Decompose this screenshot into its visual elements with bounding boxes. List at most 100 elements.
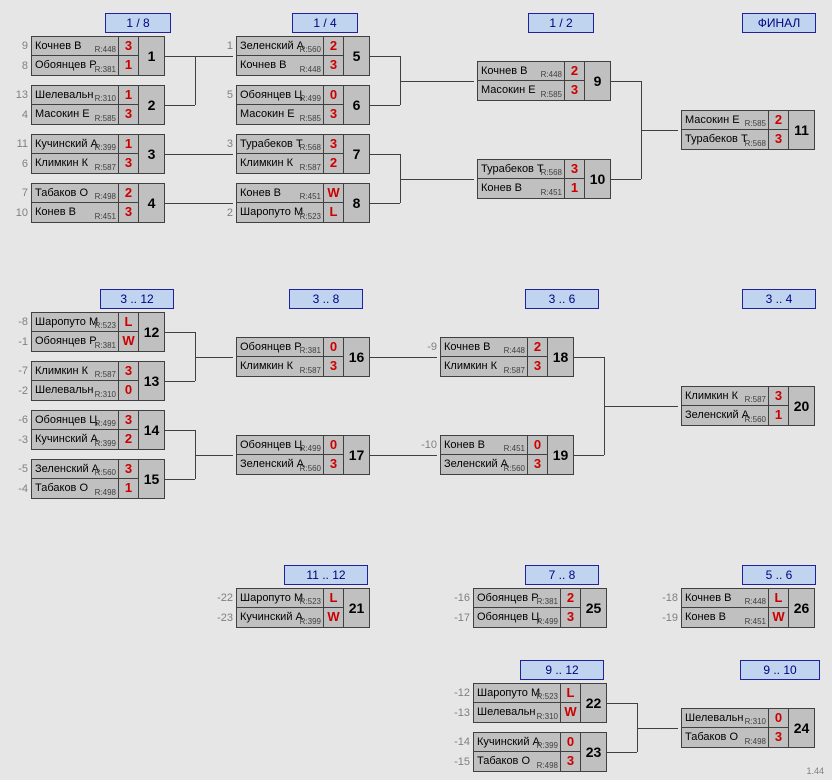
player-score: 3 — [565, 159, 585, 179]
player-rating: R:399 — [95, 144, 116, 152]
player-name: Обоянцев РR:381 — [31, 56, 119, 76]
seed — [215, 455, 236, 475]
player-name: Шаропуто МR:523 — [236, 588, 324, 608]
player-rating: R:499 — [537, 618, 558, 626]
match-7: 3Турабеков ТR:5683Климкин КR:58727 — [215, 134, 370, 174]
seed: -3 — [10, 430, 31, 450]
seed — [215, 154, 236, 174]
connector-line — [370, 56, 400, 57]
player-name: Кочнев ВR:448 — [440, 337, 528, 357]
match-number: 4 — [139, 183, 165, 223]
player-rating: R:587 — [300, 164, 321, 172]
player-rating: R:568 — [300, 144, 321, 152]
player-name: Зеленский АR:560 — [440, 455, 528, 475]
player-rating: R:498 — [745, 738, 766, 746]
match-number: 19 — [548, 435, 574, 475]
player-name: Масокин ЕR:585 — [681, 110, 769, 130]
player-score: 3 — [561, 608, 581, 628]
player-rating: R:451 — [541, 189, 562, 197]
player-score: 2 — [769, 110, 789, 130]
player-rating: R:568 — [541, 169, 562, 177]
player-rating: R:451 — [504, 445, 525, 453]
match-19: -10Конев ВR:4510Зеленский АR:560319 — [419, 435, 574, 475]
player-name: Шаропуто МR:523 — [236, 203, 324, 223]
player-name: Табаков ОR:498 — [681, 728, 769, 748]
connector-line — [607, 703, 637, 704]
player-score: 2 — [565, 61, 585, 81]
player-score: W — [119, 332, 139, 352]
match-number: 22 — [581, 683, 607, 723]
seed — [215, 183, 236, 203]
match-number: 1 — [139, 36, 165, 76]
player-score: L — [561, 683, 581, 703]
player-name: ШелевальнR:310 — [681, 708, 769, 728]
player-name: Кучинский АR:399 — [31, 430, 119, 450]
player-rating: R:448 — [300, 66, 321, 74]
player-name: Климкин КR:587 — [681, 386, 769, 406]
round-label: 7 .. 8 — [525, 565, 599, 585]
seed: -1 — [10, 332, 31, 352]
seed: -6 — [10, 410, 31, 430]
match-16: Обоянцев РR:3810Климкин КR:587316 — [215, 337, 370, 377]
player-name: Шаропуто МR:523 — [31, 312, 119, 332]
seed: 5 — [215, 85, 236, 105]
player-name: Конев ВR:451 — [477, 179, 565, 199]
match-number: 21 — [344, 588, 370, 628]
player-score: 3 — [119, 105, 139, 125]
round-label: 3 .. 6 — [525, 289, 599, 309]
match-15: -5Зеленский АR:5603-4Табаков ОR:498115 — [10, 459, 165, 499]
player-rating: R:381 — [537, 598, 558, 606]
match-number: 17 — [344, 435, 370, 475]
player-name: Кочнев ВR:448 — [236, 56, 324, 76]
player-score: 3 — [119, 361, 139, 381]
player-rating: R:399 — [300, 618, 321, 626]
player-rating: R:310 — [95, 391, 116, 399]
player-name: Обоянцев ЦR:499 — [31, 410, 119, 430]
player-name: Климкин КR:587 — [236, 154, 324, 174]
player-score: 3 — [324, 134, 344, 154]
seed: -5 — [10, 459, 31, 479]
player-score: 2 — [324, 36, 344, 56]
seed — [660, 386, 681, 406]
connector-line — [370, 203, 400, 204]
match-number: 25 — [581, 588, 607, 628]
match-number: 26 — [789, 588, 815, 628]
round-label: 1 / 4 — [292, 13, 358, 33]
match-number: 20 — [789, 386, 815, 426]
seed: 4 — [10, 105, 31, 125]
player-name: Турабеков ТR:568 — [236, 134, 324, 154]
player-name: Кочнев ВR:448 — [477, 61, 565, 81]
player-name: Климкин КR:587 — [440, 357, 528, 377]
seed: 6 — [10, 154, 31, 174]
seed: -18 — [660, 588, 681, 608]
connector-line — [195, 56, 196, 105]
seed — [419, 357, 440, 377]
seed: -9 — [419, 337, 440, 357]
seed — [419, 455, 440, 475]
player-rating: R:448 — [745, 598, 766, 606]
match-number: 7 — [344, 134, 370, 174]
player-rating: R:381 — [95, 342, 116, 350]
match-26: -18Кочнев ВR:448L-19Конев ВR:451W26 — [660, 588, 815, 628]
player-name: Конев ВR:451 — [440, 435, 528, 455]
match-25: -16Обоянцев РR:3812-17Обоянцев ЦR:499325 — [452, 588, 607, 628]
connector-line — [165, 105, 195, 106]
player-rating: R:585 — [745, 120, 766, 128]
seed — [660, 708, 681, 728]
match-18: -9Кочнев ВR:4482Климкин КR:587318 — [419, 337, 574, 377]
player-rating: R:310 — [745, 718, 766, 726]
seed: 9 — [10, 36, 31, 56]
match-number: 18 — [548, 337, 574, 377]
round-label: 9 .. 10 — [740, 660, 820, 680]
player-score: L — [324, 588, 344, 608]
match-number: 12 — [139, 312, 165, 352]
seed — [215, 56, 236, 76]
player-rating: R:499 — [300, 95, 321, 103]
connector-line — [611, 179, 641, 180]
player-name: Климкин КR:587 — [31, 361, 119, 381]
match-number: 5 — [344, 36, 370, 76]
player-score: 3 — [119, 36, 139, 56]
connector-line — [165, 332, 195, 333]
seed — [660, 728, 681, 748]
connector-line — [611, 81, 641, 82]
